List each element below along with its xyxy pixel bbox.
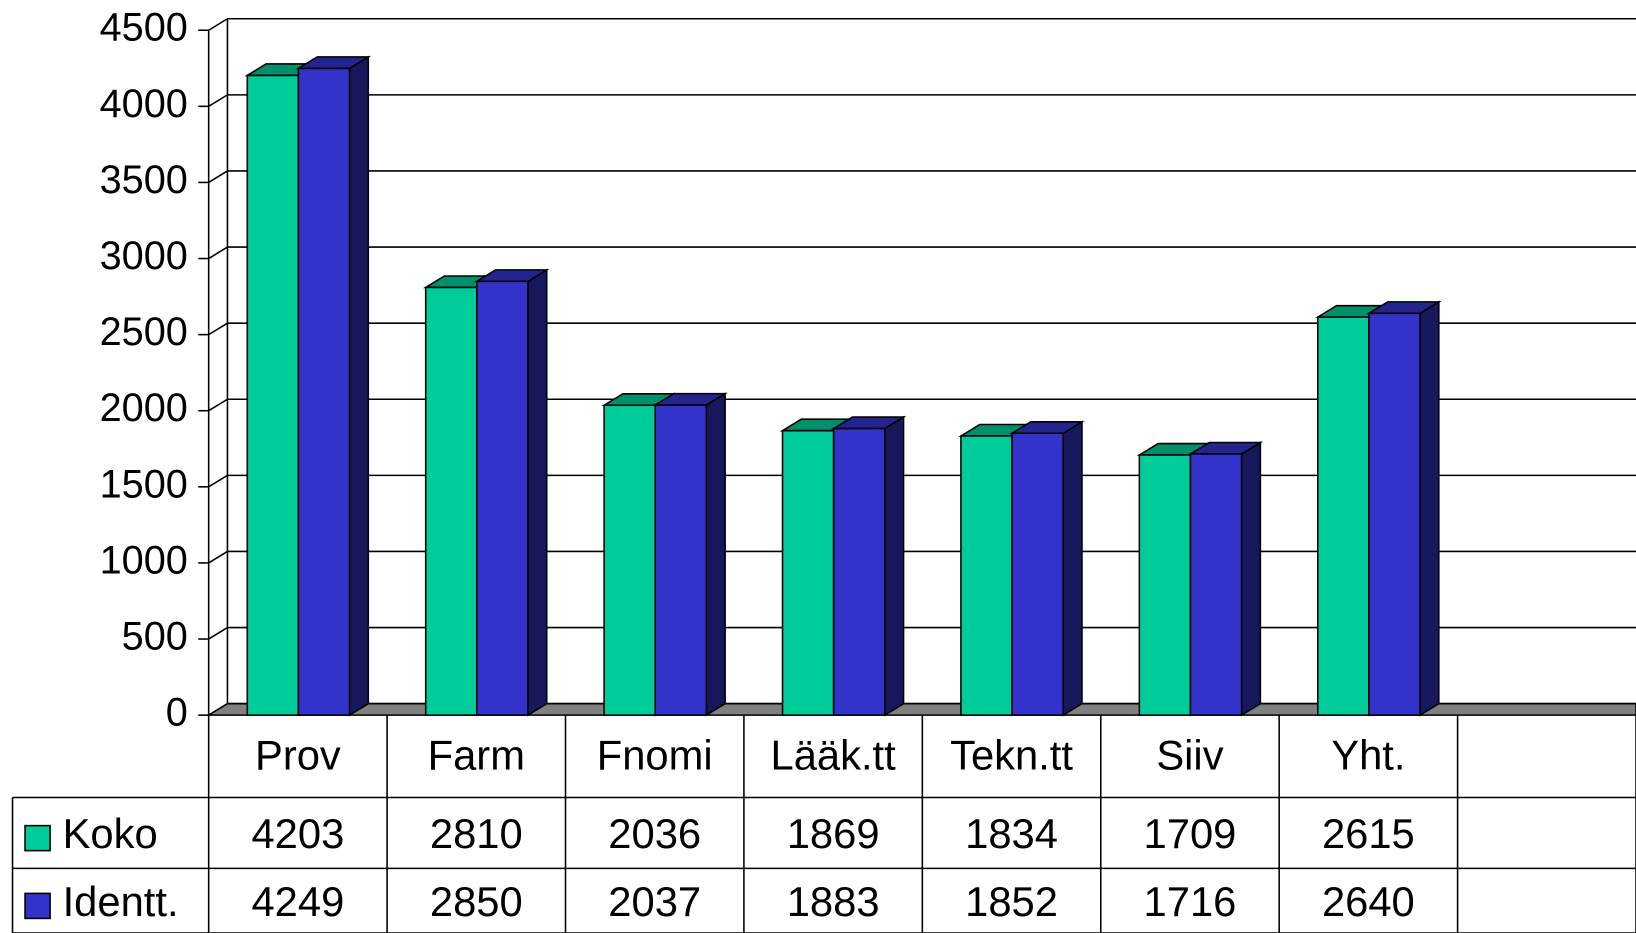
bar-face [960, 435, 1013, 716]
x-tick-label: Fnomi [597, 731, 713, 778]
y-tick-label: 4500 [100, 6, 188, 50]
bar-face [654, 404, 708, 716]
bar-face [1062, 420, 1083, 717]
y-tick-label: 500 [122, 615, 188, 659]
bar-face [781, 429, 835, 716]
x-tick-label: Lääk.tt [771, 731, 897, 778]
table-value: 4249 [251, 878, 344, 925]
bar-face [1316, 316, 1370, 716]
bar [1366, 300, 1442, 717]
bar [1009, 420, 1085, 717]
bar-face [705, 392, 726, 717]
bar-face [1240, 441, 1262, 717]
table-value: 2037 [608, 878, 701, 925]
y-tick-label: 1000 [100, 538, 188, 582]
bar-face [348, 55, 370, 717]
bar-face [527, 268, 548, 717]
y-tick-label: 3500 [100, 158, 188, 202]
table-value: 2810 [430, 810, 523, 857]
legend-label: Koko [63, 810, 158, 857]
bar-face [603, 404, 657, 716]
grid-line [208, 170, 1636, 184]
bar-face [1011, 432, 1064, 716]
grid-line [208, 94, 1636, 107]
bar [295, 55, 372, 717]
bar-face [1368, 312, 1421, 716]
bar-face [1189, 453, 1243, 716]
grid-line [208, 322, 1636, 336]
y-tick-label: 0 [166, 691, 188, 735]
bar-face [1138, 454, 1192, 716]
bar-face [476, 280, 529, 716]
bar-face [297, 67, 351, 716]
grid-line [208, 246, 1636, 260]
table-value: 1852 [965, 878, 1058, 925]
table-value: 2640 [1322, 878, 1415, 925]
y-tick-label: 3000 [100, 234, 188, 278]
x-tick-label: Prov [255, 731, 341, 778]
bar-face [883, 415, 905, 717]
table-value: 1834 [965, 810, 1058, 857]
table-value: 4203 [251, 810, 344, 857]
table-value: 1716 [1144, 878, 1237, 925]
x-tick-label: Tekn.tt [950, 731, 1073, 778]
bar [1187, 441, 1264, 717]
x-tick-label: Siiv [1156, 731, 1223, 778]
bar [652, 392, 728, 717]
legend-swatch [24, 892, 51, 920]
table-value: 2850 [430, 878, 523, 925]
table-value: 2615 [1322, 810, 1415, 857]
y-tick-label: 1500 [100, 462, 188, 506]
bar-face [1419, 300, 1440, 717]
x-tick-label: Farm [428, 731, 525, 778]
y-tick-label: 2500 [100, 310, 188, 354]
x-tick-label: Yht. [1331, 731, 1405, 778]
bar-face [246, 74, 300, 716]
table-value: 1709 [1144, 810, 1237, 857]
y-tick-label: 2000 [100, 386, 188, 430]
legend-swatch [24, 824, 51, 852]
bar-face [832, 427, 886, 716]
bar-face [424, 286, 478, 716]
grid-line [208, 17, 1636, 31]
table-value: 1869 [787, 810, 880, 857]
y-tick-label: 4000 [100, 82, 188, 126]
bar [830, 415, 907, 717]
table-value: 2036 [608, 810, 701, 857]
table-value: 1883 [787, 878, 880, 925]
bar [474, 268, 550, 717]
legend-label: Identt. [63, 878, 179, 925]
grid-line [208, 398, 1636, 412]
